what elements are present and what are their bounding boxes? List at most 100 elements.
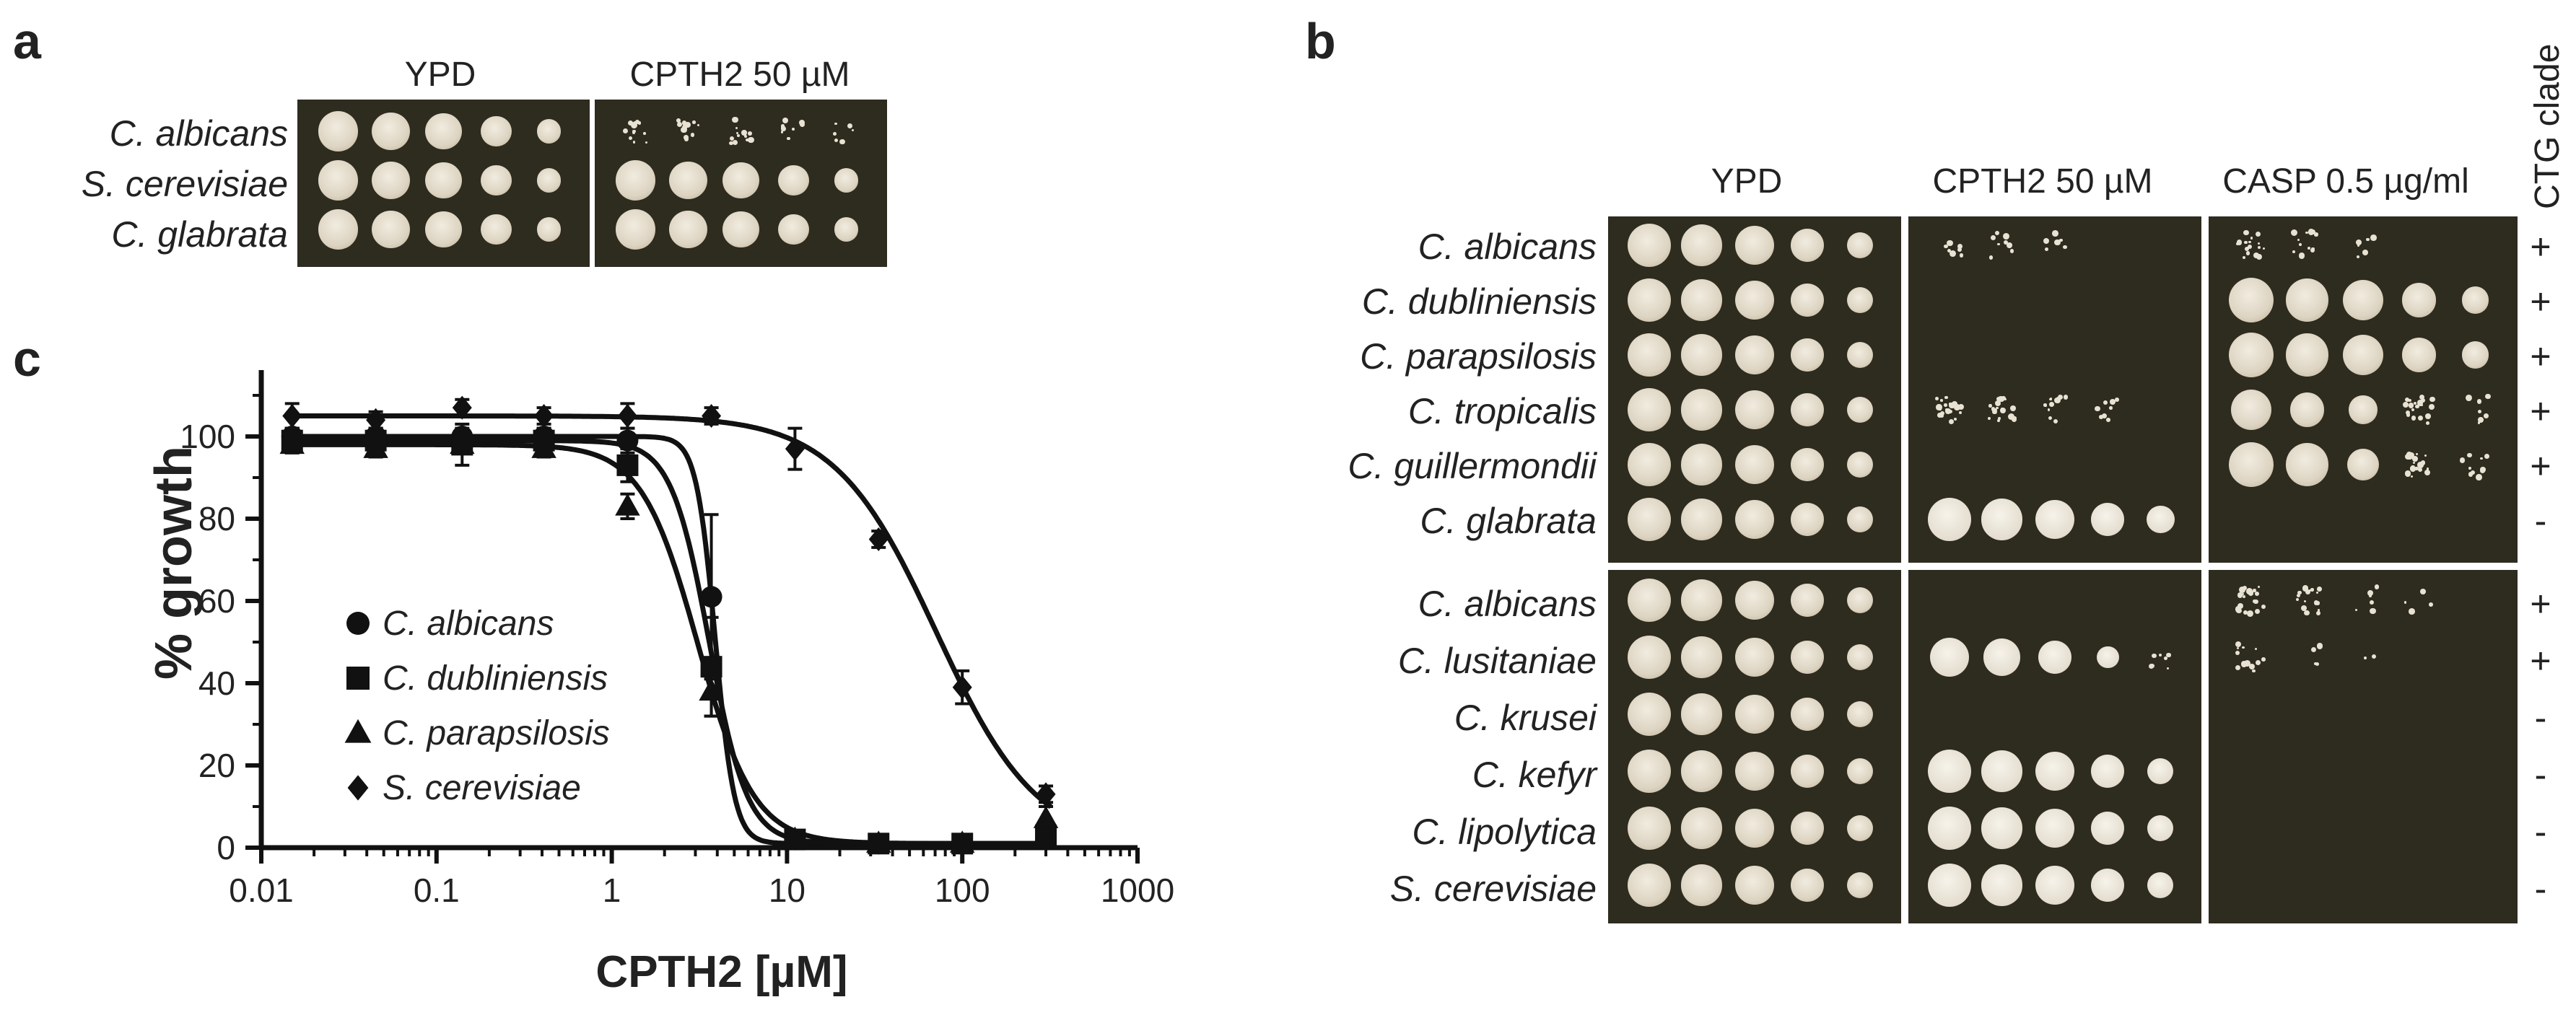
colony-spot [1734,225,1774,265]
panel-a-row-label: C. albicans [109,113,288,154]
colony-speck [631,121,638,128]
panel-b-row-label: C. albicans [1418,584,1597,624]
data-point [1036,782,1056,807]
colony-speck [2044,403,2048,407]
colony-spot [1681,750,1723,792]
colony-speck [744,134,748,138]
colony-speck [2290,229,2297,236]
colony-speck [2368,594,2372,598]
colony-spot [2147,505,2175,534]
colony-speck [2406,453,2414,460]
colony-speck [736,134,741,138]
data-point [616,454,639,476]
panel-b-col-cpth2: CPTH2 50 µM [1932,162,2153,201]
colony-speck [2243,229,2249,236]
data-point [450,431,475,454]
colony-speck [2297,238,2300,241]
colony-speck [2367,589,2374,596]
panel-label-a: a [13,13,41,69]
colony-speck [2248,663,2256,670]
colony-speck [2426,467,2429,471]
colony-speck [2418,416,2424,421]
plate-b-cpth2-bottom [1908,570,2201,923]
data-point [531,436,556,458]
colony-speck [2257,242,2261,245]
colony-speck [735,126,738,129]
colony-speck [2412,461,2416,465]
colony-spot [536,217,562,242]
colony-speck [2364,656,2367,660]
colony-speck [2476,399,2482,404]
colony-speck [2478,417,2484,423]
colony-speck [2255,659,2261,666]
panel-b-row-label: C. lipolytica [1412,812,1597,852]
colony-speck [638,121,642,125]
colony-speck [2235,665,2241,671]
colony-speck [2109,406,2113,410]
colony-speck [2424,470,2431,476]
colony-speck [692,120,696,124]
colony-speck [2245,251,2250,255]
colony-speck [2166,667,2170,670]
y-tick-label: 40 [198,664,235,702]
colony-spot [1929,637,1969,677]
colony-speck [2243,585,2248,590]
colony-spot [1981,864,2023,906]
colony-spot [1734,335,1774,374]
colony-speck [2242,592,2245,595]
colony-spot [1927,497,1971,541]
data-point [785,436,805,461]
y-axis-label: % growth [145,446,203,680]
colony-speck [2244,246,2250,252]
colony-speck [2418,467,2422,472]
colony-speck [2410,475,2413,478]
colony-speck [2052,229,2058,237]
colony-spot [1847,644,1874,670]
colony-speck [1999,396,2004,402]
colony-speck [2105,418,2110,422]
colony-speck [2410,466,2416,472]
colony-spot [1627,578,1671,622]
panel-label-b: b [1305,13,1336,69]
colony-speck [2429,602,2433,607]
colony-speck [2416,400,2423,406]
colony-speck [2303,600,2306,603]
colony-speck [1936,404,1942,410]
colony-speck [2310,229,2315,235]
colony-speck [2256,231,2261,237]
panel-b-row-label: C. dubliniensis [1361,281,1597,322]
colony-spot [1627,333,1671,377]
colony-spot [669,161,707,200]
colony-speck [2254,648,2257,651]
ctg-sign: - [2534,501,2547,541]
plate-b-cpth2-top [1908,216,2201,563]
colony-speck [2476,474,2482,480]
colony-speck [2250,237,2253,240]
colony-speck [2011,416,2017,422]
colony-spot [1791,755,1825,788]
ctg-sign: - [2534,812,2547,852]
colony-spot [1847,814,1874,841]
colony-speck [2261,605,2266,609]
data-point [363,436,388,458]
colony-speck [2355,609,2358,612]
colony-spot [1627,635,1671,679]
ctg-sign: + [2530,281,2551,322]
colony-speck [2366,238,2370,242]
colony-speck [2420,398,2425,403]
colony-speck [2256,253,2263,260]
ctg-sign: + [2530,446,2551,486]
colony-speck [1996,406,1999,410]
colony-speck [643,132,646,135]
colony-spot [1791,229,1825,262]
data-point [279,431,305,454]
colony-speck [1992,409,1997,415]
colony-spot [1734,390,1774,429]
colony-spot [1847,871,1874,898]
data-point [615,493,640,516]
colony-speck [2110,399,2116,405]
colony-spot [1681,499,1723,540]
colony-speck [2242,255,2246,260]
colony-spot [2096,646,2119,669]
colony-speck [2164,656,2168,660]
